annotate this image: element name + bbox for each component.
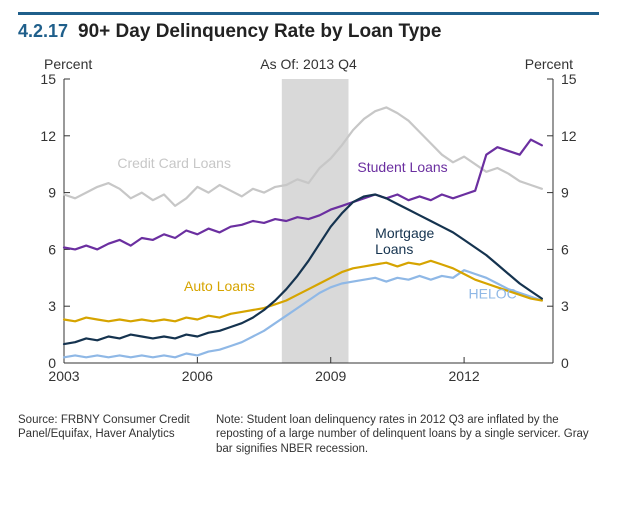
xtick: 2009 <box>315 368 346 384</box>
xtick: 2006 <box>182 368 213 384</box>
series-label-student: Student Loans <box>357 159 447 175</box>
series-label-auto: Auto Loans <box>184 278 255 294</box>
as-of-label: As Of: 2013 Q4 <box>260 56 357 72</box>
ytick-right: 3 <box>561 298 569 314</box>
chart-svg: 00336699121215152003200620092012PercentP… <box>18 49 599 409</box>
series-label-credit_card: Credit Card Loans <box>117 155 231 171</box>
ytick-right: 6 <box>561 241 569 257</box>
series-label-mortgage: Loans <box>375 241 413 257</box>
footer: Source: FRBNY Consumer Credit Panel/Equi… <box>18 413 599 456</box>
ytick-left: 12 <box>40 128 56 144</box>
ytick-left: 15 <box>40 71 56 87</box>
series-label-mortgage: Mortgage <box>375 225 434 241</box>
chart: 00336699121215152003200620092012PercentP… <box>18 49 599 409</box>
ytick-right: 15 <box>561 71 577 87</box>
footer-source: Source: FRBNY Consumer Credit Panel/Equi… <box>18 413 198 456</box>
ytick-right: 12 <box>561 128 577 144</box>
top-rule <box>18 12 599 15</box>
figure-title: 90+ Day Delinquency Rate by Loan Type <box>78 21 441 43</box>
ytick-right: 9 <box>561 185 569 201</box>
ytick-left: 3 <box>48 298 56 314</box>
y-label-right: Percent <box>525 56 573 72</box>
ytick-right: 0 <box>561 355 569 371</box>
series-label-heloc: HELOC <box>469 286 517 302</box>
footer-note: Note: Student loan delinquency rates in … <box>216 413 599 456</box>
y-label-left: Percent <box>44 56 92 72</box>
ytick-left: 6 <box>48 241 56 257</box>
xtick: 2003 <box>48 368 79 384</box>
figure-number: 4.2.17 <box>18 21 68 42</box>
recession-band <box>282 79 349 363</box>
ytick-left: 9 <box>48 185 56 201</box>
figure-title-row: 4.2.17 90+ Day Delinquency Rate by Loan … <box>18 21 599 43</box>
xtick: 2012 <box>449 368 480 384</box>
